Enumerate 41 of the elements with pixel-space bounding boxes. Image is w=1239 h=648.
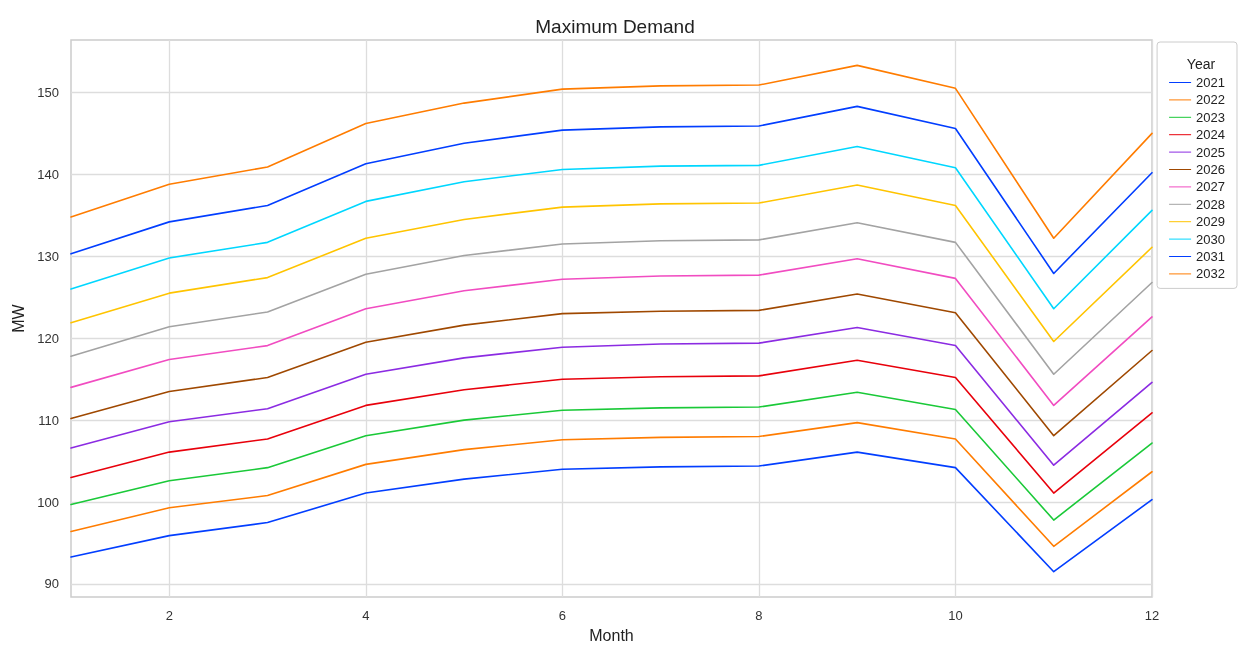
x-axis-title: Month [589,626,634,644]
legend-label: 2031 [1196,249,1225,264]
legend-label: 2024 [1196,127,1225,143]
legend-label: 2025 [1196,144,1225,160]
y-tick-label: 140 [37,166,59,182]
legend-label: 2032 [1196,266,1225,282]
y-tick-label: 90 [44,576,59,592]
legend-label: 2027 [1196,179,1225,195]
legend-label: 2029 [1196,214,1225,230]
line-series [70,145,1153,310]
x-tick-label: 4 [362,608,370,624]
line-series [70,257,1153,407]
line-series [70,221,1153,376]
line-series [70,421,1153,548]
line-series [70,451,1153,573]
y-tick-label: 100 [37,494,59,510]
x-tick-label: 6 [558,608,566,624]
x-tick-label: 10 [948,608,963,624]
chart-title: Maximum Demand [535,16,695,37]
legend-label: 2028 [1196,196,1225,212]
legend-label: 2021 [1196,75,1225,90]
y-axis-title: MW [9,303,27,333]
line-series [70,293,1153,437]
line-series [70,359,1153,494]
line-series [70,326,1153,466]
legend-label: 2030 [1196,231,1225,247]
legend-label: 2022 [1196,92,1225,108]
line-series [70,184,1153,343]
y-tick-label: 150 [37,84,59,100]
legend-label: 2023 [1196,109,1225,125]
y-tick-label: 130 [37,248,59,264]
x-tick-label: 2 [165,608,173,624]
y-tick-label: 120 [37,330,59,346]
x-tick-label: 12 [1144,608,1160,624]
line-series [70,105,1153,275]
x-tick-label: 8 [755,608,763,624]
legend-title: Year [1186,56,1216,72]
line-series [70,391,1153,521]
legend-label: 2026 [1196,162,1225,177]
line-series [70,64,1153,240]
y-tick-label: 110 [38,412,59,428]
